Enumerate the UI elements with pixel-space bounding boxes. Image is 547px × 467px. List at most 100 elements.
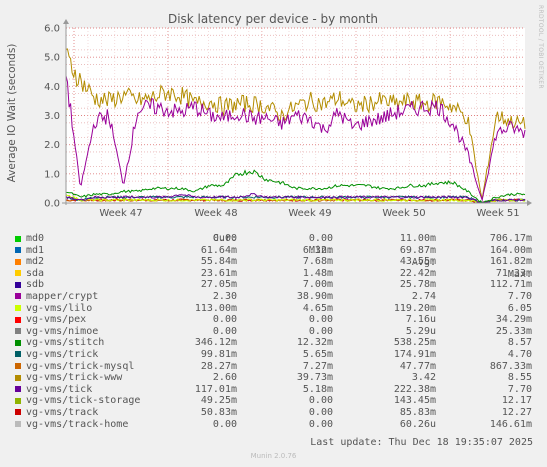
series-lines	[65, 48, 526, 204]
legend-cur: 2.60	[212, 372, 237, 384]
legend-name: md1	[26, 244, 45, 256]
legend-swatch	[15, 270, 21, 277]
legend-avg: 538.25m	[393, 337, 436, 349]
legend-max: 12.17	[501, 395, 532, 407]
y-tick-labels: 0.0 1.0 2.0 3.0 4.0 5.0 6.0	[44, 24, 60, 210]
legend-name: mapper/crypt	[26, 290, 99, 302]
legend-avg: 7.16u	[405, 314, 436, 326]
legend-name: vg-vms/track	[26, 406, 99, 418]
legend-name: vg-vms/track-home	[26, 418, 129, 430]
legend-min: 0.00	[308, 395, 333, 407]
legend-max: 8.57	[507, 337, 532, 349]
legend-swatch	[15, 293, 21, 300]
legend-cur: 50.83m	[200, 406, 237, 418]
legend-avg: 60.26u	[399, 418, 436, 430]
legend-avg: 11.00m	[399, 233, 436, 244]
x-tick-label: Week 48	[194, 208, 237, 219]
legend-min: 38.90m	[296, 290, 333, 302]
legend-avg: 25.78m	[399, 279, 436, 291]
legend-min: 0.00	[308, 314, 333, 326]
legend-max: 25.33m	[495, 325, 532, 337]
x-axis-arrow	[527, 200, 532, 206]
series-line-mapper-crypt	[65, 75, 526, 202]
legend-avg: 85.83m	[399, 406, 436, 418]
legend-swatch	[15, 258, 21, 265]
legend-swatch	[15, 409, 21, 416]
y-tick-label: 5.0	[44, 53, 60, 64]
legend-name: sdb	[26, 279, 45, 291]
legend-avg: 174.91m	[393, 348, 436, 360]
legend-name: vg-vms/trick-mysql	[26, 360, 135, 372]
y-tick-label: 0.0	[44, 199, 60, 210]
legend-min: 5.65m	[302, 348, 333, 360]
series-line-vg-vms-lilo	[65, 193, 526, 204]
legend-max: 8.55	[507, 372, 532, 384]
legend-max: 164.00m	[489, 244, 532, 256]
legend-min: 0.00	[308, 418, 333, 430]
series-line-vg-vms-tick	[65, 192, 526, 204]
legend-name: sda	[26, 267, 45, 279]
legend-max: 161.82m	[489, 256, 532, 268]
legend-swatch	[15, 235, 21, 242]
legend-name: vg-vms/trick	[26, 348, 99, 360]
header-avg: Avg:	[411, 257, 436, 268]
legend-row: md2 55.84m 7.68m 43.55m 161.82m	[0, 256, 547, 268]
legend-row: md1 61.64m 6.32m 69.87m 164.00m	[0, 245, 547, 257]
legend-cur: 23.61m	[200, 267, 237, 279]
legend-max: 146.61m	[489, 418, 532, 430]
plot-area	[66, 28, 525, 203]
legend-avg: 5.29u	[405, 325, 436, 337]
last-update: Last update: Thu Dec 18 19:35:07 2025	[310, 437, 533, 448]
legend-name: md2	[26, 256, 45, 268]
legend-min: 1.48m	[302, 267, 333, 279]
y-tick-label: 2.0	[44, 140, 60, 151]
legend-max: 7.70	[507, 290, 532, 302]
legend-min: 0.00	[308, 233, 333, 244]
legend-cur: 28.27m	[200, 360, 237, 372]
legend-swatch	[15, 305, 21, 312]
legend-cur: 346.12m	[194, 337, 237, 349]
legend-min: 0.00	[308, 406, 333, 418]
legend-min: 5.18m	[302, 383, 333, 395]
legend-row: mapper/crypt 2.30 38.90m 2.74 7.70	[0, 291, 547, 303]
legend-cur: 61.64m	[200, 244, 237, 256]
x-tick-labels: Week 47 Week 48 Week 49 Week 50 Week 51	[99, 208, 519, 219]
legend-cur: 0.00	[212, 314, 237, 326]
legend-max: 7.70	[507, 383, 532, 395]
legend-name: vg-vms/pex	[26, 314, 87, 326]
legend-swatch	[15, 328, 21, 335]
legend-row: sda 23.61m 1.48m 22.42m 71.33m	[0, 268, 547, 280]
legend-swatch	[15, 316, 21, 323]
legend-row: vg-vms/stitch 346.12m 12.32m 538.25m 8.57	[0, 337, 547, 349]
legend-max: 867.33m	[489, 360, 532, 372]
rrdtool-credit: RRDTOOL / TOBI OETIKER	[537, 5, 544, 89]
legend-cur: 0.00	[212, 418, 237, 430]
y-tick-label: 3.0	[44, 111, 60, 122]
x-tick-label: Week 47	[99, 208, 142, 219]
legend-name: vg-vms/lilo	[26, 302, 93, 314]
legend-swatch	[15, 339, 21, 346]
header-max: Max:	[507, 269, 532, 280]
legend-cur: 0.00	[212, 325, 237, 337]
legend-name: md0	[26, 233, 45, 244]
latency-chart: Disk latency per device - by month Avera…	[6, 12, 532, 219]
legend-cur: 49.25m	[200, 395, 237, 407]
legend-max: 34.29m	[495, 314, 532, 326]
legend-cur: 113.00m	[194, 302, 237, 314]
legend-max: 112.71m	[489, 279, 532, 291]
header-min: Min:	[308, 245, 333, 256]
legend-swatch	[15, 363, 21, 370]
legend-max: 4.70	[507, 348, 532, 360]
legend-avg: 47.77m	[399, 360, 436, 372]
legend-row: vg-vms/lilo 113.00m 4.65m 119.20m 6.05	[0, 303, 547, 315]
legend-swatch	[15, 281, 21, 288]
legend-row: vg-vms/trick 99.81m 5.65m 174.91m 4.70	[0, 349, 547, 361]
x-tick-label: Week 49	[288, 208, 331, 219]
legend-row: vg-vms/tick-storage 49.25m 0.00 143.45m 12.1…	[0, 395, 547, 407]
chart-title: Disk latency per device - by month	[168, 12, 378, 26]
legend-avg: 119.20m	[393, 302, 436, 314]
legend-row: vg-vms/tick 117.01m 5.18m 222.38m 7.70	[0, 384, 547, 396]
legend-row: vg-vms/track 50.83m 0.00 85.83m 12.27	[0, 407, 547, 419]
legend-avg: 143.45m	[393, 395, 436, 407]
legend-row: vg-vms/trick-www 2.60 39.73m 3.42 8.55	[0, 372, 547, 384]
